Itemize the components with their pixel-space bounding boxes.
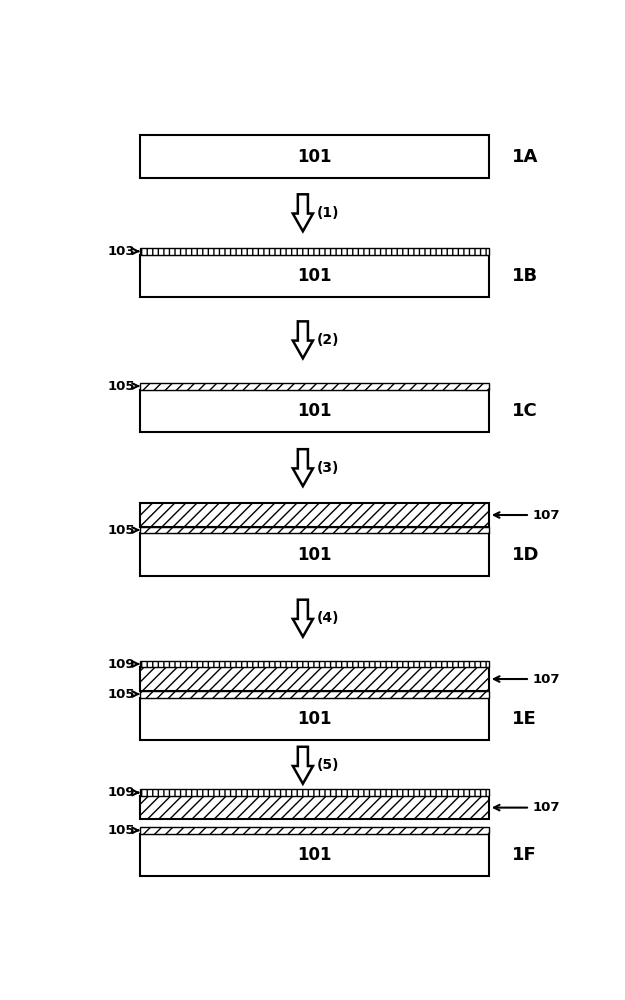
Bar bbox=[140, 789, 489, 796]
Bar bbox=[140, 698, 489, 740]
Polygon shape bbox=[292, 449, 313, 486]
Bar bbox=[140, 389, 489, 432]
Text: (5): (5) bbox=[317, 758, 339, 772]
Polygon shape bbox=[292, 194, 313, 231]
Text: 103: 103 bbox=[107, 245, 135, 258]
Text: 1A: 1A bbox=[512, 148, 539, 166]
Text: 101: 101 bbox=[298, 846, 332, 864]
Text: 109: 109 bbox=[107, 786, 135, 799]
Bar bbox=[140, 135, 489, 178]
Bar bbox=[140, 255, 489, 297]
Bar bbox=[140, 248, 489, 255]
Text: 101: 101 bbox=[298, 402, 332, 420]
Bar bbox=[140, 503, 489, 527]
Bar bbox=[140, 661, 489, 667]
Text: 1C: 1C bbox=[512, 402, 538, 420]
Text: 1D: 1D bbox=[512, 546, 539, 564]
Bar bbox=[140, 533, 489, 576]
Text: 105: 105 bbox=[107, 824, 135, 837]
Text: 101: 101 bbox=[298, 546, 332, 564]
Bar bbox=[140, 834, 489, 876]
Bar bbox=[140, 667, 489, 691]
Text: 105: 105 bbox=[107, 524, 135, 537]
Text: 1E: 1E bbox=[512, 710, 537, 728]
Text: (1): (1) bbox=[317, 206, 339, 220]
Bar bbox=[140, 527, 489, 533]
Text: 105: 105 bbox=[107, 688, 135, 701]
Text: 107: 107 bbox=[533, 801, 561, 814]
Text: (4): (4) bbox=[317, 611, 339, 625]
Bar bbox=[140, 691, 489, 698]
Text: 101: 101 bbox=[298, 710, 332, 728]
Text: 107: 107 bbox=[533, 673, 561, 686]
Text: 109: 109 bbox=[107, 658, 135, 671]
Bar bbox=[140, 827, 489, 834]
Polygon shape bbox=[292, 600, 313, 637]
Text: 101: 101 bbox=[298, 267, 332, 285]
Polygon shape bbox=[292, 321, 313, 358]
Bar bbox=[140, 796, 489, 819]
Text: 105: 105 bbox=[107, 380, 135, 393]
Text: 107: 107 bbox=[533, 509, 561, 522]
Bar bbox=[140, 383, 489, 389]
Text: 1B: 1B bbox=[512, 267, 538, 285]
Text: (2): (2) bbox=[317, 333, 339, 347]
Text: (3): (3) bbox=[317, 461, 339, 475]
Polygon shape bbox=[292, 747, 313, 784]
Text: 1F: 1F bbox=[512, 846, 537, 864]
Text: 101: 101 bbox=[298, 148, 332, 166]
